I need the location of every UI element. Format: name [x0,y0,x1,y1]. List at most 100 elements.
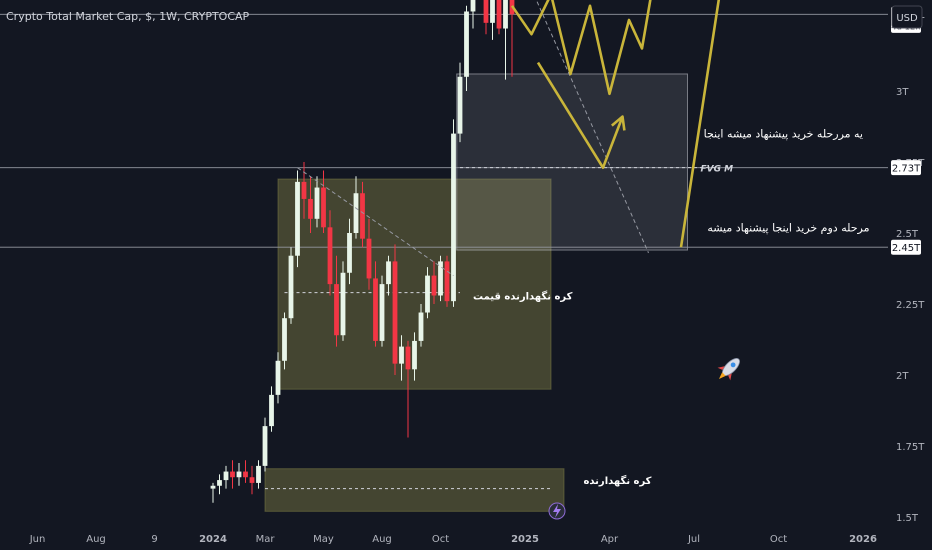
annotation-3: یه مررحله خرید پیشنهاد میشه اینجا [704,128,863,141]
annotation-2: FVG M [701,165,734,175]
y-tick-label: 2T [896,371,909,382]
candle-6 [249,465,255,495]
candle-body [490,0,495,23]
candle-body [262,426,268,466]
x-tick-label: 2024 [199,534,227,545]
projection-path-1 [536,61,624,169]
candle-body [431,275,437,296]
candle-body [321,187,326,228]
x-tick-label: 2026 [849,534,877,545]
candle-18 [327,210,333,296]
annotation-1: کره نگهدارنده [584,474,652,487]
candle-2 [223,465,229,489]
candle-17 [321,170,326,233]
candle-7 [256,460,261,489]
candle-body [243,471,248,478]
candle-13 [295,170,300,268]
zone-2 [456,73,688,251]
candle-body [308,198,313,219]
price-label-2: 2.45T [891,239,921,255]
x-tick-label: Oct [770,534,787,545]
currency-label: USD [896,13,918,24]
annotation-4: مرحله دوم خرید اینجا پیشنهاد میشه [707,221,869,234]
candle-8 [262,417,268,472]
currency-button[interactable]: USD [891,5,923,29]
lightning-icon [548,502,566,520]
candle-body [412,340,417,370]
candle-body [464,11,469,77]
candle-25 [373,261,378,347]
trendlines [297,0,649,277]
candle-body [353,193,359,233]
chart-title: Crypto Total Market Cap, $, 1W, CRYPTOCA… [6,10,250,23]
rocket-icon [717,358,740,381]
projection-path-2 [679,0,721,248]
candle-body [360,193,365,239]
candle-body [314,187,320,219]
candle-14 [301,162,307,219]
levels [0,13,888,490]
candle-body [503,0,508,29]
candle-31 [412,332,417,381]
price-label-bg [891,160,921,176]
candle-20 [340,261,346,341]
candle-12 [288,247,294,324]
candle-34 [431,261,437,304]
candle-body [249,477,255,483]
candle-28 [392,244,398,375]
candle-23 [360,181,365,248]
candle-body [373,278,378,341]
candle-body [444,261,450,302]
candle-body [483,0,489,23]
candle-body [230,471,235,478]
candle-body [392,261,398,364]
candle-19 [334,255,339,347]
candle-5 [243,460,248,483]
candle-29 [399,335,404,381]
candle-44 [496,0,502,35]
candle-1 [217,474,222,495]
candle-38 [457,62,463,143]
candle-body [223,471,229,481]
x-tick-label: 2025 [511,534,539,545]
candle-10 [275,352,281,404]
candle-21 [347,218,352,285]
candle-26 [379,275,385,347]
candle-3 [230,460,235,489]
candle-body [457,76,463,134]
candle-15 [308,176,313,233]
y-axis: 1.5T1.75T2T2.25T2.5T2.75T3T3.25T3.5T3.75… [896,16,925,524]
candle-body [425,275,430,313]
candle-body [496,0,502,29]
x-tick-label: Aug [372,534,392,545]
candle-body [347,233,352,273]
x-tick-label: Aug [86,534,106,545]
candle-body [366,238,372,279]
candle-33 [425,267,430,319]
candle-42 [483,0,489,35]
candle-body [327,227,333,285]
price-label-1: 2.73T [891,160,921,176]
candle-body [438,261,443,296]
y-tick-label: 1.5T [896,513,919,524]
candle-body [399,346,404,364]
candle-24 [366,218,372,290]
candle-27 [386,255,391,296]
candle-body [236,471,242,478]
candle-body [334,284,339,336]
candle-9 [269,386,274,432]
price-label-text: 2.73T [892,164,921,175]
x-tick-label: Mar [256,534,276,545]
candle-body [256,465,261,483]
candle-body [288,255,294,319]
candle-4 [236,463,242,486]
projection-arrowhead-1 [611,115,626,131]
projections [510,0,721,248]
candle-body [217,480,222,486]
candle-45 [503,0,508,80]
x-tick-label: Jun [29,534,46,545]
y-tick-label: 2.25T [896,300,925,311]
y-tick-label: 1.75T [896,442,925,453]
